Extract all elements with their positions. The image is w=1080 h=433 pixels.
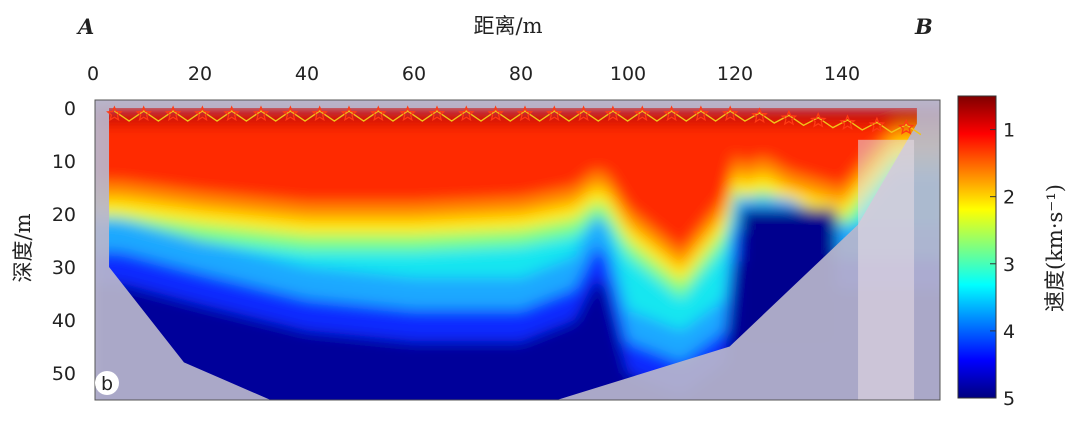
shot-point-marker	[135, 105, 153, 122]
corner-label-b: B	[914, 14, 933, 39]
shot-point-marker	[810, 112, 827, 128]
shot-point-marker	[575, 105, 592, 122]
shot-point-marker	[868, 116, 886, 133]
shot-point-marker	[633, 105, 651, 122]
y-tick-label: 0	[64, 98, 76, 120]
y-tick-labels: 0 10 20 30 40 50	[52, 98, 76, 385]
section-mask	[95, 100, 940, 400]
shot-point-marker	[545, 105, 563, 122]
plot-frame	[94, 99, 941, 401]
y-tick-label: 50	[52, 363, 76, 385]
colorbar-tick-label: 4	[1003, 321, 1015, 343]
shot-point-marker	[428, 105, 446, 122]
surface-markers	[106, 105, 922, 136]
colorbar-tick-label: 3	[1003, 254, 1015, 276]
x-tick-label: 60	[402, 63, 426, 85]
shot-point-marker	[692, 105, 710, 122]
panel-label: b	[101, 373, 113, 395]
colorbar-tick-label: 2	[1003, 187, 1015, 209]
y-tick-label: 10	[52, 151, 76, 173]
y-tick-label: 30	[52, 257, 76, 279]
geophone-line	[114, 110, 922, 136]
colorbar-tick-labels: 1 2 3 4 5	[990, 120, 1015, 410]
x-tick-label: 20	[188, 63, 212, 85]
x-tick-label: 120	[717, 63, 753, 85]
colorbar-title: 速度(km·s⁻¹)	[1043, 184, 1067, 312]
shot-point-marker	[604, 105, 622, 122]
shot-point-marker	[311, 105, 328, 122]
shot-point-marker	[340, 105, 358, 122]
x-tick-labels: 0 20 40 60 80 100 120 140	[87, 63, 860, 85]
shot-point-marker	[839, 114, 856, 130]
x-tick-label: 40	[295, 63, 319, 85]
shot-point-marker	[252, 105, 270, 122]
y-tick-label: 20	[52, 204, 76, 226]
colorbar	[957, 95, 997, 399]
y-axis-title: 深度/m	[11, 213, 35, 282]
y-tick-label: 40	[52, 310, 76, 332]
shot-point-marker	[399, 105, 416, 122]
shot-point-marker	[897, 118, 915, 135]
colorbar-tick-label: 5	[1003, 388, 1015, 410]
x-tick-label: 0	[87, 63, 99, 85]
colorbar-tick-label: 1	[1003, 120, 1015, 142]
shot-point-marker	[722, 105, 739, 122]
panel-label-badge	[95, 371, 119, 395]
shot-point-marker	[663, 105, 680, 122]
shot-point-marker	[458, 105, 475, 122]
x-tick-label: 100	[610, 63, 646, 85]
shot-point-marker	[487, 105, 504, 122]
shot-point-marker	[223, 105, 241, 122]
shot-point-marker	[106, 105, 123, 122]
shot-point-marker	[194, 105, 211, 122]
shot-point-marker	[282, 105, 299, 122]
shot-point-marker	[751, 107, 768, 124]
shot-point-marker	[780, 109, 798, 126]
shot-point-marker	[370, 105, 387, 122]
shot-point-marker	[516, 105, 534, 122]
x-tick-label: 140	[824, 63, 860, 85]
shot-point-marker	[164, 105, 182, 122]
right-edge-shade	[858, 139, 915, 400]
outside-section-mask	[95, 100, 940, 400]
corner-label-a: A	[76, 14, 94, 39]
x-tick-label: 80	[509, 63, 533, 85]
plot-area	[95, 100, 940, 400]
x-axis-title: 距离/m	[474, 14, 543, 38]
